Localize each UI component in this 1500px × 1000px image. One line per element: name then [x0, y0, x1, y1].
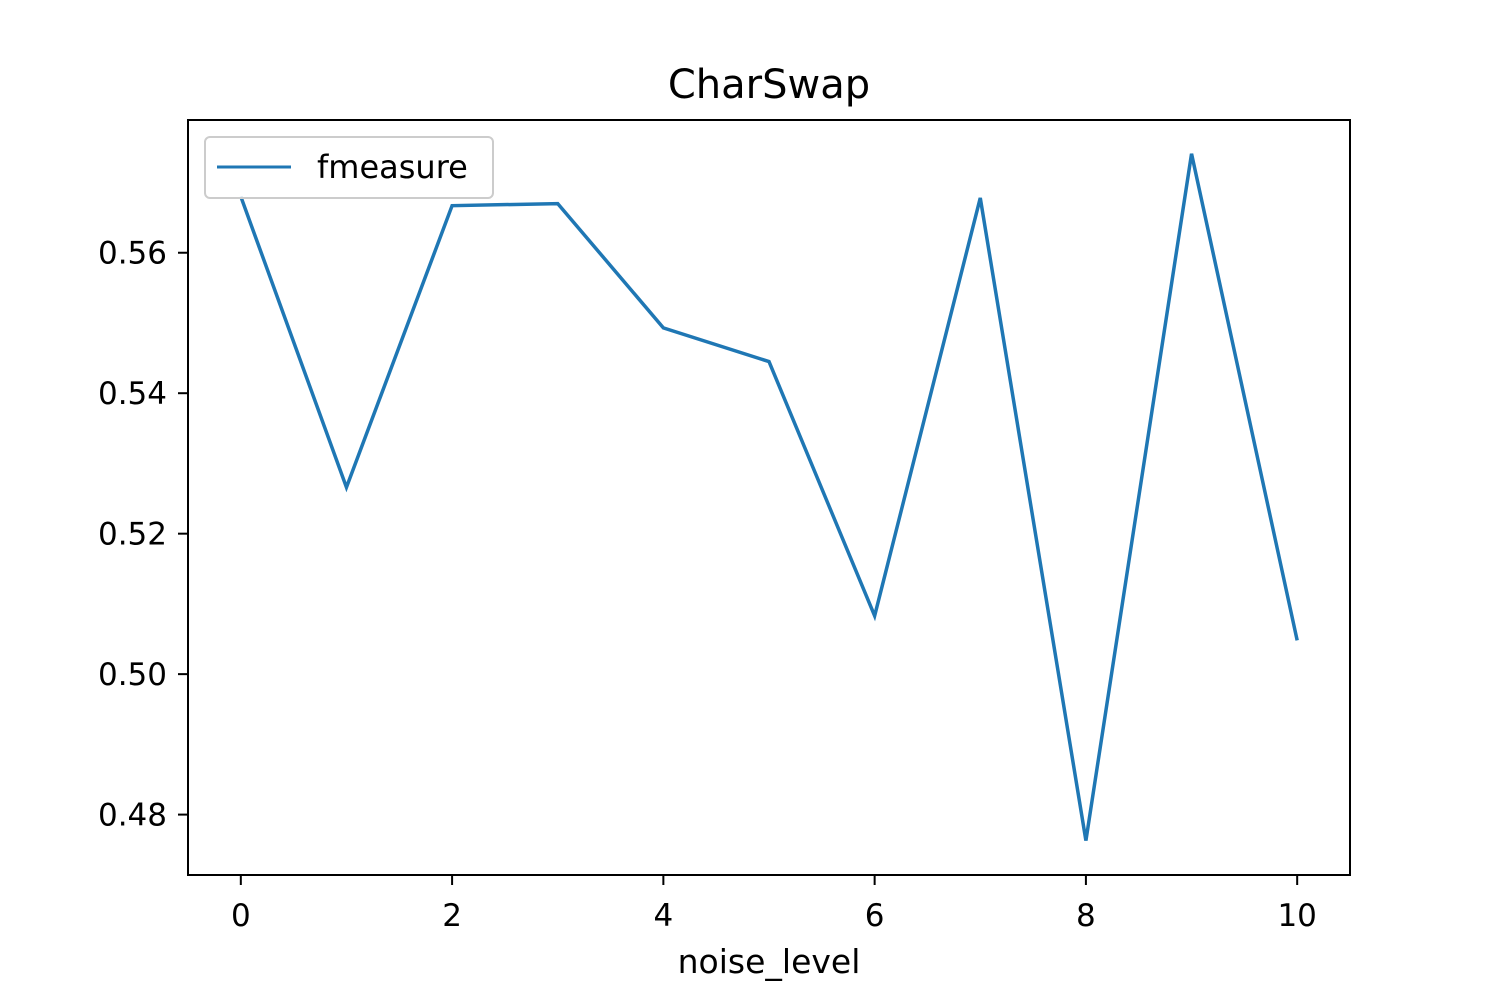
legend: fmeasure [204, 136, 494, 199]
y-tick-label: 0.52 [98, 517, 167, 553]
legend-label-fmeasure: fmeasure [317, 148, 468, 186]
x-tick-label: 0 [231, 898, 251, 934]
y-tick-label: 0.54 [98, 376, 167, 412]
chart-title: CharSwap [668, 62, 870, 108]
x-axis-label: noise_level [678, 942, 861, 981]
x-axis: 0 2 4 6 8 10 [231, 875, 1317, 934]
axes-frame [187, 119, 1351, 876]
plot-area [239, 153, 1299, 841]
x-tick-label: 2 [442, 898, 462, 934]
y-tick-label: 0.56 [98, 236, 167, 272]
y-tick-label: 0.50 [98, 657, 167, 693]
x-tick-label: 6 [865, 898, 885, 934]
x-tick-label: 10 [1277, 898, 1316, 934]
legend-box [204, 136, 494, 199]
y-axis: 0.48 0.50 0.52 0.54 0.56 [98, 236, 188, 834]
y-tick-label: 0.48 [98, 798, 167, 834]
series-line-fmeasure [239, 153, 1299, 841]
x-tick-label: 8 [1076, 898, 1096, 934]
x-tick-label: 4 [653, 898, 673, 934]
